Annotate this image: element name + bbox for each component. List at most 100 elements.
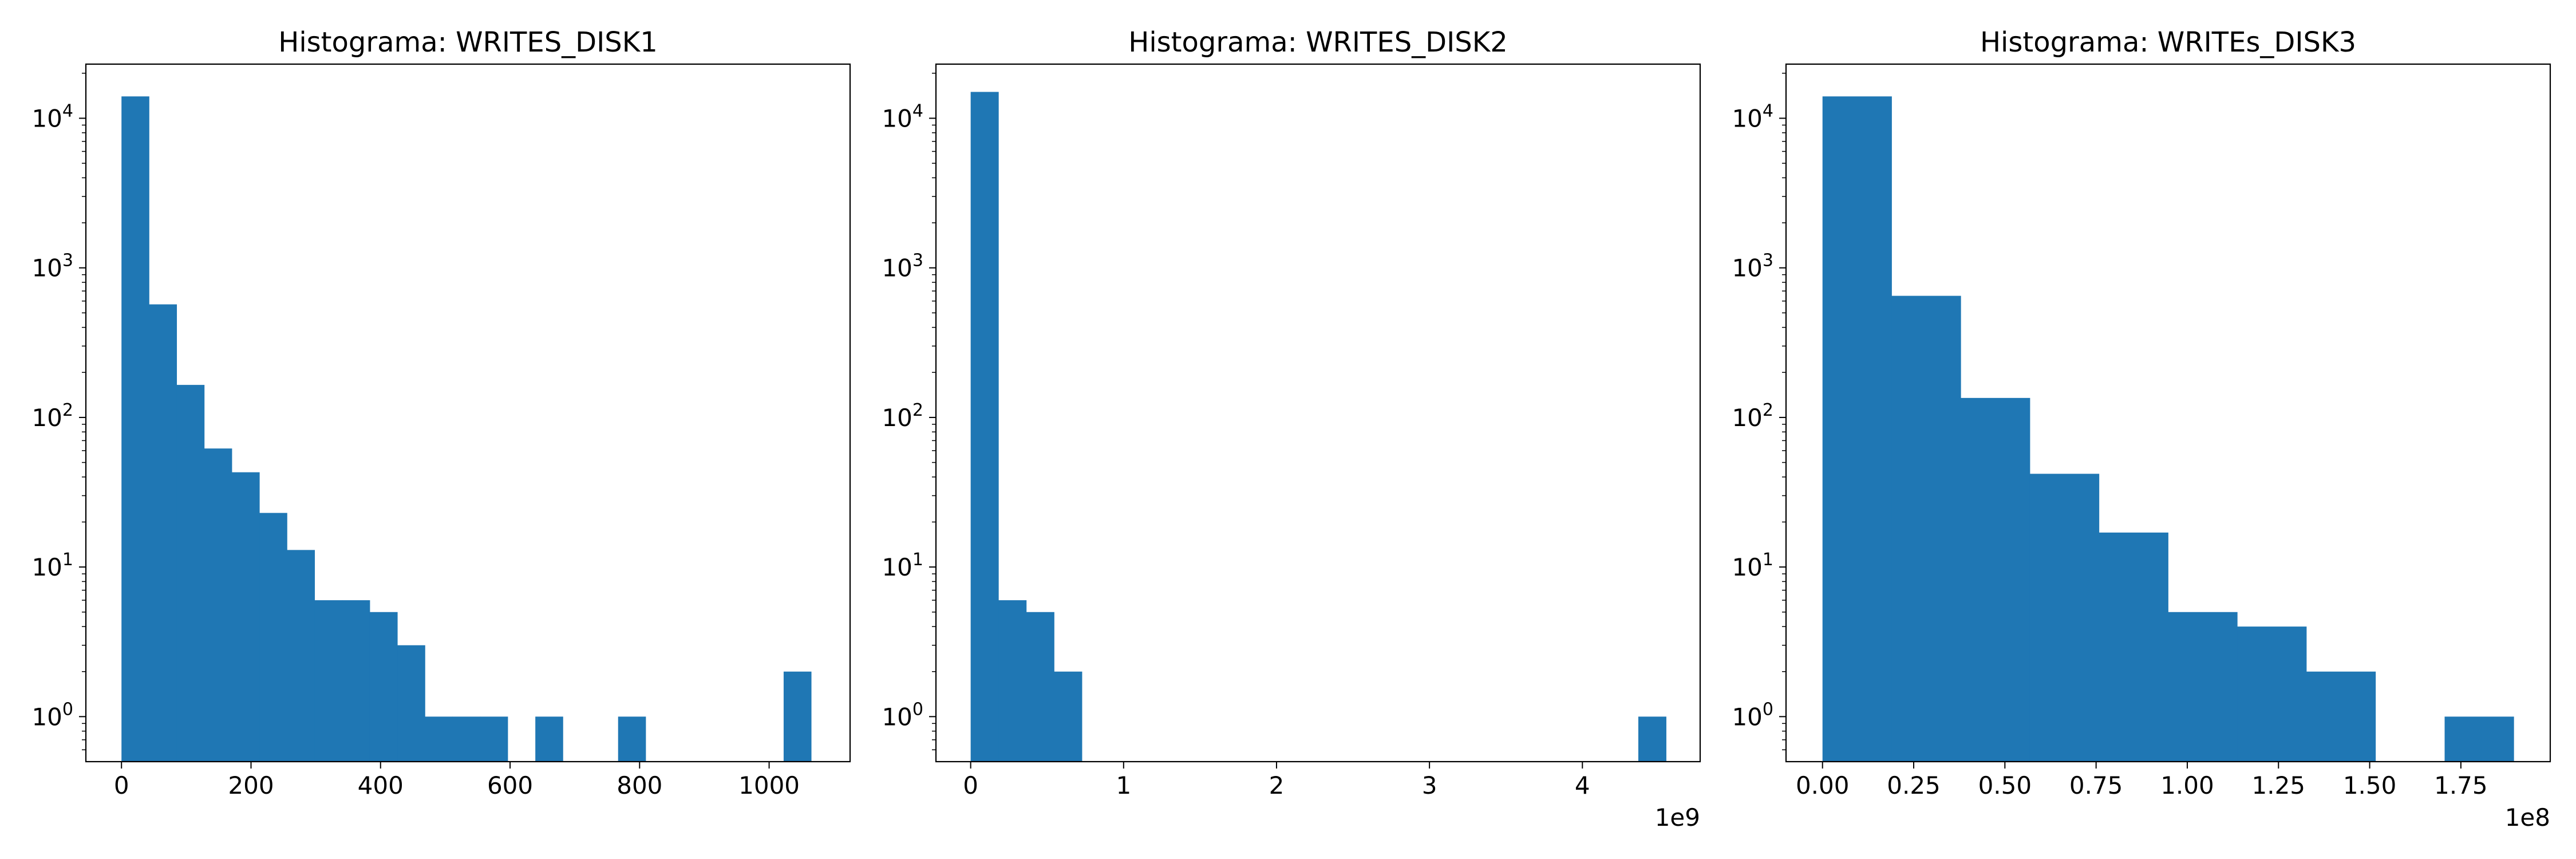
y-tick-base: 10 <box>1732 254 1762 282</box>
y-tick-base: 10 <box>1732 104 1762 132</box>
y-tick-label: 100 <box>1732 699 1773 731</box>
plot-frame <box>85 63 851 763</box>
x-axis-offset-label: 1e8 <box>2505 803 2550 832</box>
histogram-bar <box>1054 671 1082 762</box>
y-tick-base: 10 <box>1732 553 1762 581</box>
y-tick-exponent: 3 <box>912 251 923 271</box>
y-tick-base: 10 <box>31 254 62 282</box>
y-tick-base: 10 <box>31 104 62 132</box>
y-tick-base: 10 <box>882 404 912 432</box>
y-tick-exponent: 1 <box>1763 550 1773 570</box>
histogram-bar <box>121 96 149 762</box>
y-tick-exponent: 1 <box>912 550 923 570</box>
plot-frame <box>1785 63 2551 763</box>
x-tick-label: 600 <box>487 771 533 799</box>
y-tick-exponent: 4 <box>912 101 923 121</box>
chart-title: Histograma: WRITEs_DISK3 <box>1980 26 2356 58</box>
y-tick-exponent: 4 <box>62 101 73 121</box>
y-tick-label: 100 <box>31 699 73 731</box>
histogram-bar <box>970 92 999 762</box>
y-tick-exponent: 2 <box>912 400 923 420</box>
x-axis-offset-label: 1e9 <box>1655 803 1700 832</box>
x-tick-label: 4 <box>1575 771 1590 799</box>
x-tick-label: 0 <box>114 771 129 799</box>
histogram-bar <box>2306 671 2376 762</box>
histogram-panel-3: Histograma: WRITEs_DISK3 0.00 0.25 0.50 0.75… <box>1732 26 2551 832</box>
plot-frame <box>935 63 1701 763</box>
y-tick-exponent: 2 <box>62 400 73 420</box>
y-tick-base: 10 <box>882 703 912 731</box>
y-tick-base: 10 <box>882 254 912 282</box>
histogram-bar <box>1891 295 1961 762</box>
x-tick-label: 0.00 <box>1796 771 1850 799</box>
x-tick-label: 0.50 <box>1978 771 2032 799</box>
histogram-bar <box>1638 716 1666 762</box>
x-tick-label: 2 <box>1269 771 1285 799</box>
y-tick-exponent: 3 <box>1763 251 1773 271</box>
x-tick-label: 0.75 <box>2069 771 2123 799</box>
y-tick-base: 10 <box>1732 703 1762 731</box>
y-tick-base: 10 <box>1732 404 1762 432</box>
y-tick-label: 103 <box>1732 251 1773 282</box>
x-tick-label: 800 <box>617 771 662 799</box>
histogram-bar <box>397 645 425 762</box>
y-tick-base: 10 <box>882 553 912 581</box>
y-tick-exponent: 2 <box>1763 400 1773 420</box>
y-tick-base: 10 <box>31 404 62 432</box>
histogram-bar <box>369 612 398 762</box>
histogram-bar <box>535 716 563 762</box>
histogram-bar <box>2099 532 2168 762</box>
x-tick-label: 1.75 <box>2434 771 2488 799</box>
y-tick-label: 101 <box>1732 550 1773 581</box>
y-tick-label: 100 <box>882 699 923 731</box>
histogram-bar <box>1822 96 1892 762</box>
histogram-bar <box>259 513 287 762</box>
histogram-bar <box>1026 612 1054 762</box>
chart-title: Histograma: WRITES_DISK2 <box>1128 26 1508 58</box>
histogram-bar <box>618 716 646 762</box>
x-tick-label: 0 <box>963 771 978 799</box>
x-tick-label: 1 <box>1116 771 1131 799</box>
x-tick-label: 3 <box>1422 771 1437 799</box>
y-tick-exponent: 0 <box>1763 699 1773 719</box>
histogram-bar <box>425 716 453 762</box>
histogram-bar <box>2444 716 2514 762</box>
histogram-bar <box>452 716 481 762</box>
histogram-bar <box>232 472 260 762</box>
y-tick-exponent: 4 <box>1763 101 1773 121</box>
y-tick-label: 103 <box>31 251 73 282</box>
y-tick-label: 102 <box>1732 400 1773 432</box>
y-tick-label: 104 <box>882 101 923 132</box>
histogram-bar <box>149 304 177 762</box>
histogram-bar <box>2029 474 2100 762</box>
x-tick-label: 0.25 <box>1887 771 1941 799</box>
y-tick-label: 104 <box>1732 101 1773 132</box>
histogram-bar <box>1961 397 2030 762</box>
x-tick-label: 1.00 <box>2160 771 2214 799</box>
y-tick-exponent: 1 <box>62 550 73 570</box>
y-tick-label: 102 <box>31 400 73 432</box>
histogram-bar <box>204 448 232 762</box>
y-tick-base: 10 <box>882 104 912 132</box>
histogram-bar <box>314 600 343 762</box>
y-tick-exponent: 3 <box>62 251 73 271</box>
x-tick-label: 200 <box>228 771 274 799</box>
y-tick-label: 101 <box>882 550 923 581</box>
y-tick-label: 103 <box>882 251 923 282</box>
histogram-bar <box>2168 612 2238 762</box>
x-tick-label: 400 <box>358 771 404 799</box>
y-tick-exponent: 0 <box>62 699 73 719</box>
y-tick-label: 102 <box>882 400 923 432</box>
histogram-bar <box>176 385 205 762</box>
y-tick-base: 10 <box>31 553 62 581</box>
histogram-bar <box>783 671 812 762</box>
histogram-bar <box>998 600 1027 762</box>
y-tick-exponent: 0 <box>912 699 923 719</box>
histogram-bar <box>287 550 315 762</box>
x-tick-label: 1.50 <box>2343 771 2397 799</box>
x-tick-label: 1000 <box>738 771 800 799</box>
histogram-bar <box>480 716 508 762</box>
histogram-bar <box>2237 626 2307 762</box>
